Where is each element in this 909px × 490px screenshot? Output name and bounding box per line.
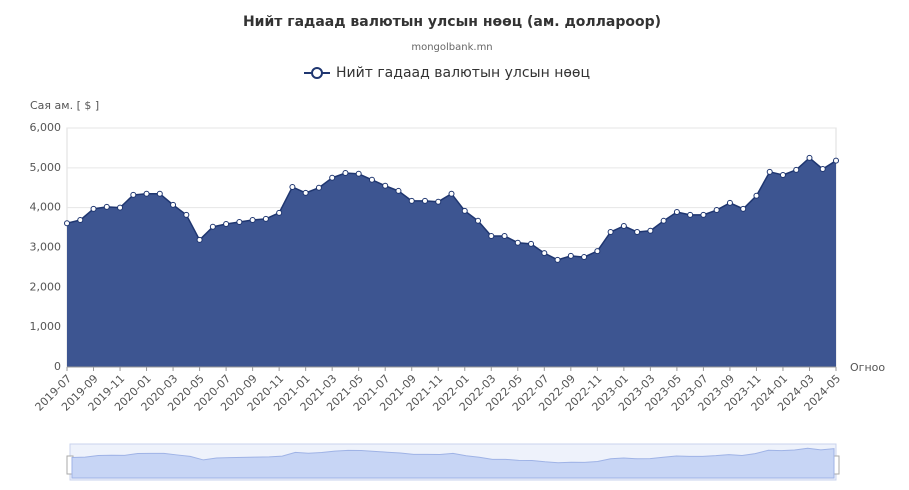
marker [435,198,442,205]
y-tick-label: 1,000 [30,320,62,333]
marker [302,189,309,196]
legend-marker[interactable] [311,67,323,79]
marker [421,197,428,204]
marker [726,199,733,206]
y-tick-label: 4,000 [30,201,62,214]
y-axis-label: Сая ам. [ $ ] [30,99,99,112]
marker [541,250,548,257]
marker [329,174,336,181]
marker [779,172,786,179]
marker [647,227,654,234]
marker [660,217,667,224]
y-tick-label: 6,000 [30,121,62,134]
marker [170,201,177,208]
zoom-preview [71,447,835,479]
marker [382,182,389,189]
y-tick-label: 3,000 [30,241,62,254]
marker [581,254,588,261]
marker [687,211,694,218]
marker [753,192,760,199]
marker [262,215,269,222]
marker [103,203,110,210]
y-tick-label: 5,000 [30,161,62,174]
marker [833,157,839,164]
marker [740,205,747,212]
marker [196,236,203,243]
marker [475,217,482,224]
marker [461,207,468,214]
marker [806,154,813,161]
legend-label[interactable]: Нийт гадаад валютын улсын нөөц [336,65,590,81]
marker [90,205,97,212]
marker [156,190,163,197]
marker [488,232,495,239]
marker [514,239,521,246]
marker [342,170,349,177]
marker [766,168,773,175]
marker [793,166,800,173]
marker [355,170,362,177]
marker [673,209,680,216]
marker [448,190,455,197]
area [67,157,836,367]
marker [554,256,561,263]
marker [408,197,415,204]
marker [501,232,508,239]
marker [183,211,190,218]
marker [594,248,601,255]
marker [209,223,216,230]
marker [700,211,707,218]
chart-subtitle: mongolbank.mn [411,42,492,53]
marker [223,220,230,227]
marker [620,222,627,229]
marker [567,252,574,259]
marker [395,187,402,194]
marker [713,207,720,214]
x-axis-label: Огноо [850,361,885,374]
marker [117,204,124,211]
marker [634,228,641,235]
marker [315,184,322,191]
marker [249,217,256,224]
y-tick-label: 2,000 [30,280,62,293]
marker [130,191,137,198]
marker [528,240,535,247]
marker [143,190,150,197]
marker [64,220,70,227]
marker [276,209,283,216]
marker [236,219,243,226]
marker [819,166,826,173]
marker [289,183,296,190]
marker [77,217,84,224]
marker [368,176,375,183]
y-tick-label: 0 [54,360,61,373]
chart-title: Нийт гадаад валютын улсын нөөц (ам. долл… [243,14,661,30]
marker [607,228,614,235]
